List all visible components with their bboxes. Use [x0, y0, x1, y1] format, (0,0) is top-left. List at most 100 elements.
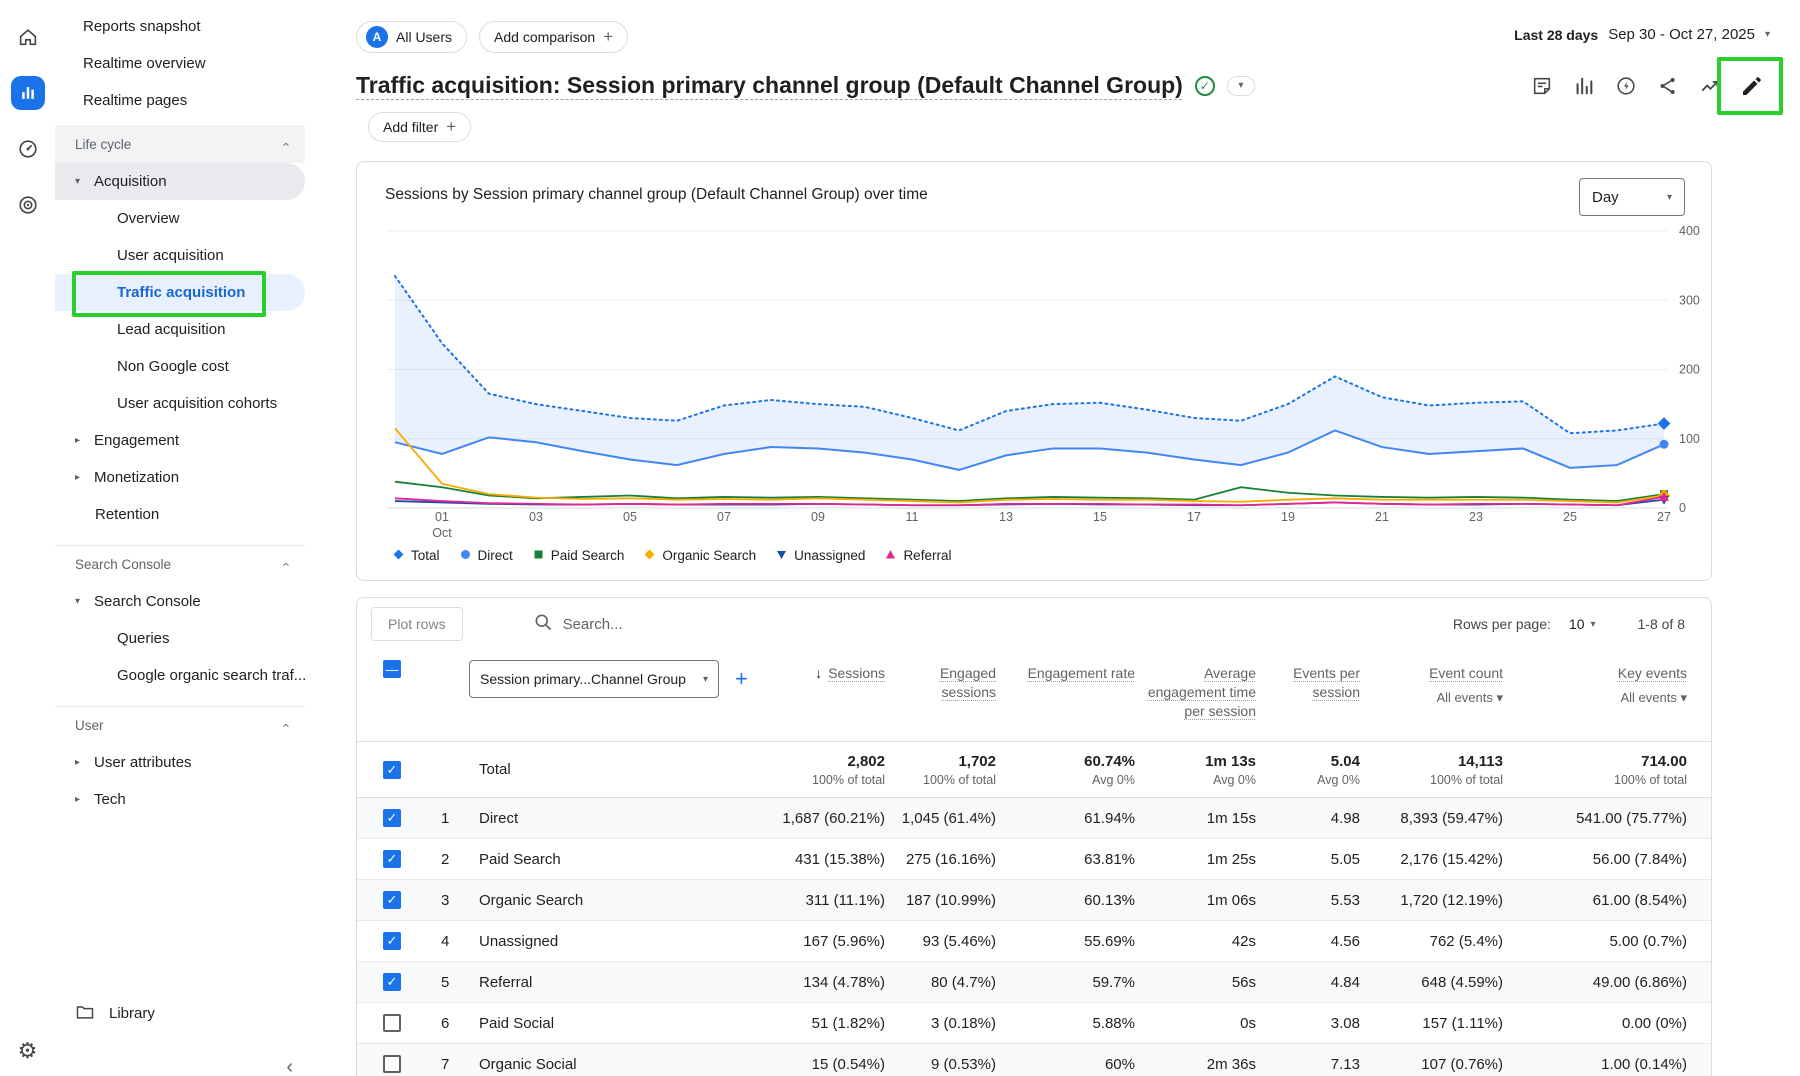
- sidebar-item-acquisition[interactable]: ▾Acquisition: [55, 163, 305, 200]
- table-row-referral[interactable]: ✓5Referral134 (4.78%)80 (4.7%)59.7%56s4.…: [357, 962, 1711, 1003]
- channel-table-card: Plot rows Rows per page: 10 ▾ 1-8 of 8 —…: [356, 597, 1712, 1076]
- add-filter-button[interactable]: Add filter +: [368, 112, 471, 142]
- sidebar-item-user-acquisition-cohorts[interactable]: User acquisition cohorts: [55, 385, 305, 422]
- metric-cell: 1m 06s: [1135, 892, 1256, 909]
- sidebar-item-queries[interactable]: Queries: [55, 620, 305, 657]
- metric-cell: 8,393 (59.47%): [1360, 810, 1503, 827]
- sidebar-item-engagement[interactable]: ▸Engagement: [55, 422, 305, 459]
- add-dimension-button[interactable]: +: [735, 666, 748, 692]
- dimension-selector[interactable]: Session primary...Channel Group▾: [469, 660, 719, 698]
- sidebar-item-user[interactable]: User›: [55, 706, 305, 744]
- total-metric-value: 1m 13s: [1135, 753, 1256, 770]
- sidebar-item-realtime-pages[interactable]: Realtime pages: [55, 82, 305, 119]
- legend-item-total[interactable]: Total: [393, 548, 440, 563]
- metric-filter-event-count[interactable]: All events ▾: [1360, 689, 1503, 707]
- select-all-checkbox[interactable]: —: [383, 660, 401, 678]
- legend-label: Paid Search: [551, 548, 625, 563]
- table-row-paid-social[interactable]: 6Paid Social51 (1.82%)3 (0.18%)5.88%0s3.…: [357, 1003, 1711, 1044]
- sidebar-item-google-organic-search-traf[interactable]: Google organic search traf...: [55, 657, 305, 694]
- sidebar-item-lead-acquisition[interactable]: Lead acquisition: [55, 311, 305, 348]
- row-checkbox[interactable]: ✓: [383, 932, 401, 950]
- column-header-sessions[interactable]: ↓ Sessions: [757, 660, 885, 683]
- channel-name: Unassigned: [465, 933, 757, 950]
- legend-item-direct[interactable]: Direct: [460, 548, 513, 563]
- sidebar-item-non-google-cost[interactable]: Non Google cost: [55, 348, 305, 385]
- library-item[interactable]: Library: [55, 995, 305, 1032]
- home-icon[interactable]: [11, 20, 45, 54]
- rows-per-page-control[interactable]: Rows per page: 10 ▾: [1453, 616, 1596, 632]
- row-checkbox[interactable]: [383, 1055, 401, 1073]
- row-checkbox[interactable]: ✓: [383, 809, 401, 827]
- plus-icon: +: [603, 27, 613, 47]
- table-row-direct[interactable]: ✓1Direct1,687 (60.21%)1,045 (61.4%)61.94…: [357, 798, 1711, 839]
- advertising-icon[interactable]: [11, 188, 45, 222]
- sidebar-item-search-console[interactable]: ▾Search Console: [55, 583, 305, 620]
- sidebar-item-reports-snapshot[interactable]: Reports snapshot: [55, 8, 305, 45]
- column-header-label: Average engagement time per session: [1148, 665, 1256, 719]
- total-metric-cell: 60.74%Avg 0%: [996, 753, 1135, 787]
- metric-cell: 1m 15s: [1135, 810, 1256, 827]
- date-range-picker[interactable]: Last 28 days Sep 30 - Oct 27, 2025 ▾: [1514, 26, 1770, 43]
- sidebar-item-user-attributes[interactable]: ▸User attributes: [55, 744, 305, 781]
- table-row-unassigned[interactable]: ✓4Unassigned167 (5.96%)93 (5.46%)55.69%4…: [357, 921, 1711, 962]
- table-row-organic-search[interactable]: ✓3Organic Search311 (11.1%)187 (10.99%)6…: [357, 880, 1711, 921]
- chart-columns-icon[interactable]: [1572, 74, 1596, 98]
- collapse-nav-icon[interactable]: ‹: [286, 1058, 293, 1076]
- insights-icon[interactable]: [1614, 74, 1638, 98]
- row-checkbox[interactable]: ✓: [383, 850, 401, 868]
- column-header-event-count[interactable]: Event countAll events ▾: [1360, 660, 1503, 706]
- metric-cell: 5.53: [1256, 892, 1360, 909]
- report-main: A All Users Add comparison + Last 28 day…: [305, 0, 1800, 1076]
- legend-item-paid-search[interactable]: Paid Search: [533, 548, 625, 563]
- column-header-average-engagement-time-per-session[interactable]: Average engagement time per session: [1135, 660, 1256, 721]
- compare-trend-icon[interactable]: [1698, 74, 1722, 98]
- legend-item-unassigned[interactable]: Unassigned: [776, 548, 865, 563]
- dimension-cell: Session primary...Channel Group▾ +: [465, 660, 757, 698]
- sidebar-item-monetization[interactable]: ▸Monetization: [55, 459, 305, 496]
- add-comparison-button[interactable]: Add comparison +: [479, 21, 628, 53]
- legend-item-organic-search[interactable]: Organic Search: [644, 548, 756, 563]
- rows-per-page-label: Rows per page:: [1453, 616, 1551, 632]
- column-header-events-per-session[interactable]: Events per session: [1256, 660, 1360, 702]
- metric-cell: 5.00 (0.7%): [1503, 933, 1687, 950]
- table-row-paid-search[interactable]: ✓2Paid Search431 (15.38%)275 (16.16%)63.…: [357, 839, 1711, 880]
- column-header-key-events[interactable]: Key eventsAll events ▾: [1503, 660, 1687, 706]
- reports-icon[interactable]: [11, 76, 45, 110]
- admin-gear-icon[interactable]: ⚙: [0, 1038, 55, 1064]
- sidebar-item-traffic-acquisition[interactable]: Traffic acquisition: [55, 274, 305, 311]
- granularity-select[interactable]: Day ▾: [1579, 178, 1685, 216]
- legend-item-referral[interactable]: Referral: [885, 548, 951, 563]
- all-users-chip[interactable]: A All Users: [356, 21, 467, 53]
- sidebar-item-search-console[interactable]: Search Console›: [55, 545, 305, 583]
- sidebar-item-user-acquisition[interactable]: User acquisition: [55, 237, 305, 274]
- share-icon[interactable]: [1656, 74, 1680, 98]
- metric-filter-key-events[interactable]: All events ▾: [1503, 689, 1687, 707]
- search-input[interactable]: [563, 616, 983, 633]
- metric-cell: 3 (0.18%): [885, 1015, 996, 1032]
- edit-icon[interactable]: [1740, 74, 1764, 98]
- sidebar-item-label: Reports snapshot: [83, 18, 201, 35]
- explore-icon[interactable]: [11, 132, 45, 166]
- rows-per-page-value: 10: [1569, 616, 1585, 632]
- row-checkbox[interactable]: ✓: [383, 973, 401, 991]
- sidebar-item-retention[interactable]: Retention: [55, 496, 305, 533]
- total-metric-subtext: 100% of total: [1503, 773, 1687, 787]
- sidebar-item-life-cycle[interactable]: Life cycle›: [55, 125, 305, 163]
- row-checkbox[interactable]: ✓: [383, 761, 401, 779]
- sidebar-item-overview[interactable]: Overview: [55, 200, 305, 237]
- sidebar-item-tech[interactable]: ▸Tech: [55, 781, 305, 818]
- row-checkbox[interactable]: ✓: [383, 891, 401, 909]
- note-icon[interactable]: [1530, 74, 1554, 98]
- column-header-engaged-sessions[interactable]: Engaged sessions: [885, 660, 996, 702]
- sidebar-item-realtime-overview[interactable]: Realtime overview: [55, 45, 305, 82]
- title-menu-button[interactable]: ▾: [1227, 76, 1255, 96]
- metric-cell: 167 (5.96%): [757, 933, 885, 950]
- channel-name: Paid Social: [465, 1015, 757, 1032]
- data-quality-check-icon[interactable]: ✓: [1195, 76, 1215, 96]
- table-row-organic-social[interactable]: 7Organic Social15 (0.54%)9 (0.53%)60%2m …: [357, 1044, 1711, 1076]
- column-header-engagement-rate[interactable]: Engagement rate: [996, 660, 1135, 683]
- plot-rows-button[interactable]: Plot rows: [371, 607, 463, 641]
- row-checkbox[interactable]: [383, 1014, 401, 1032]
- total-metric-cell: 5.04Avg 0%: [1256, 753, 1360, 787]
- metric-cell: 61.00 (8.54%): [1503, 892, 1687, 909]
